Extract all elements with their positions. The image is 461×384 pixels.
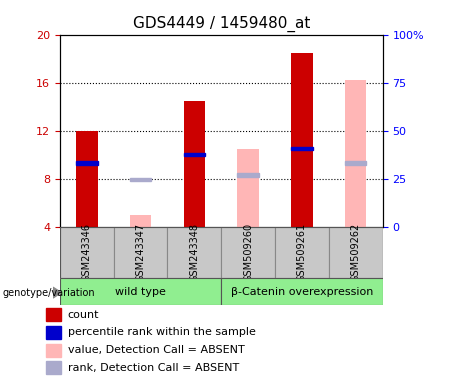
Bar [130,215,151,227]
Bar [46,308,61,321]
Bar [291,53,313,227]
Bar [46,361,61,374]
Bar [275,227,329,278]
Bar [46,326,61,339]
Bar [237,173,259,177]
Bar [345,80,366,227]
Text: value, Detection Call = ABSENT: value, Detection Call = ABSENT [68,345,245,355]
Bar [60,278,221,305]
Title: GDS4449 / 1459480_at: GDS4449 / 1459480_at [133,16,310,32]
Polygon shape [53,287,61,298]
Text: wild type: wild type [115,287,166,297]
Bar [114,227,167,278]
Bar [221,278,383,305]
Bar [167,227,221,278]
Text: GSM243346: GSM243346 [82,223,92,282]
Text: genotype/variation: genotype/variation [2,288,95,298]
Bar [76,131,98,227]
Text: GSM509262: GSM509262 [351,223,361,282]
Text: GSM509260: GSM509260 [243,223,253,282]
Text: GSM243347: GSM243347 [136,223,146,282]
Text: percentile rank within the sample: percentile rank within the sample [68,327,256,338]
Bar [183,101,205,227]
Bar [130,178,151,182]
Text: β-Catenin overexpression: β-Catenin overexpression [231,287,373,297]
Bar [60,227,114,278]
Text: GSM509261: GSM509261 [297,223,307,282]
Text: rank, Detection Call = ABSENT: rank, Detection Call = ABSENT [68,363,239,373]
Bar [237,149,259,227]
Text: count: count [68,310,100,319]
Bar [221,227,275,278]
Bar [345,161,366,165]
Bar [76,161,98,165]
Bar [329,227,383,278]
Text: GSM243348: GSM243348 [189,223,200,282]
Bar [183,153,205,156]
Bar [46,344,61,356]
Bar [291,147,313,150]
